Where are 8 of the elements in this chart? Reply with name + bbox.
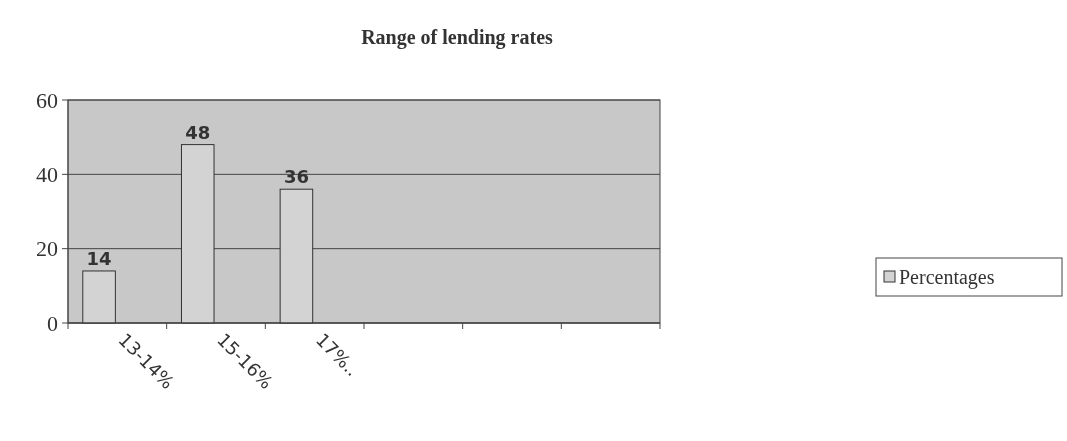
y-tick-label: 20 <box>36 236 58 262</box>
data-label: 14 <box>86 247 112 269</box>
y-tick-label: 0 <box>47 310 58 336</box>
y-tick-label: 60 <box>36 87 58 113</box>
y-tick-label: 40 <box>36 162 58 188</box>
legend-label: Percentages <box>899 266 995 289</box>
chart-title: Range of lending rates <box>361 26 554 49</box>
data-label: 48 <box>185 121 211 143</box>
